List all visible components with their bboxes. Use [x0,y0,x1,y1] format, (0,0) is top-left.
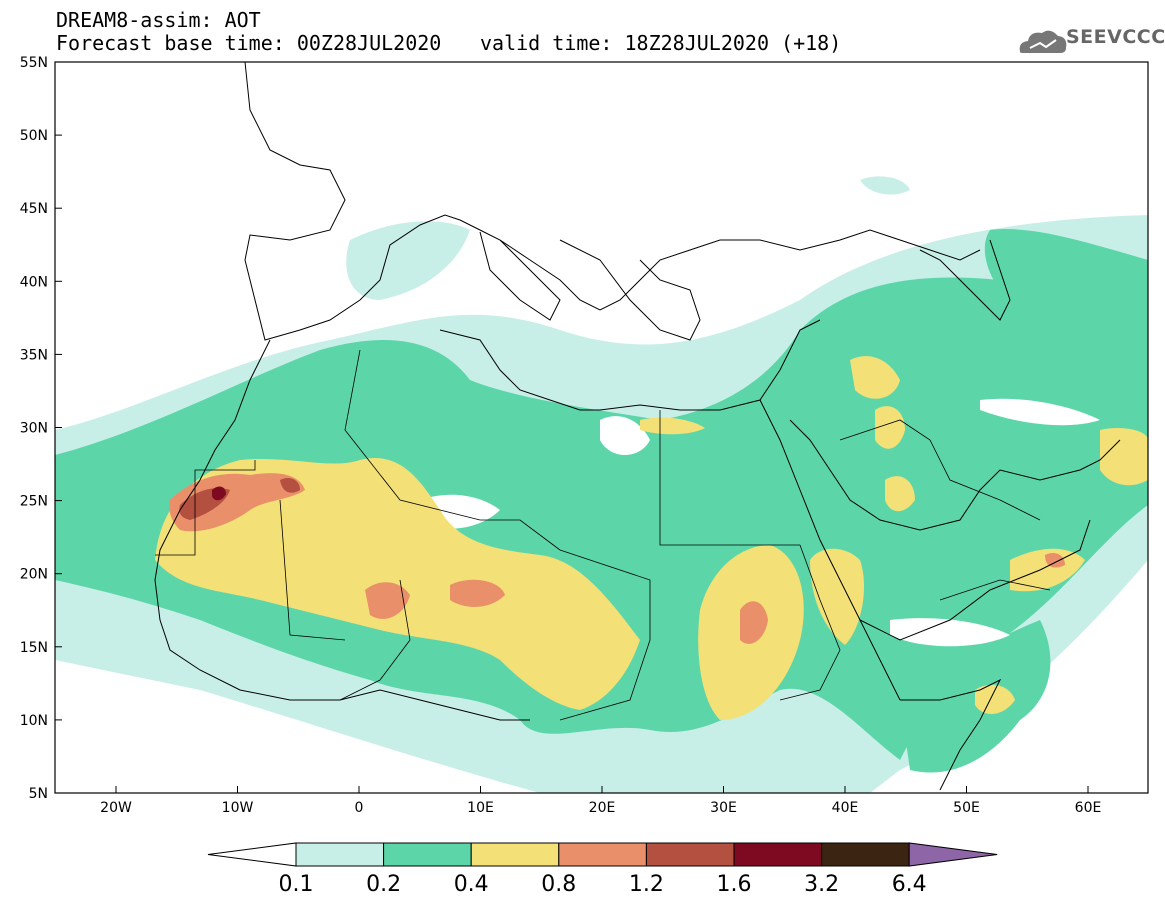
lat-label: 40N [20,274,48,290]
logo-text: SEEVCCC [1066,26,1165,48]
colorbar-bin [383,842,472,867]
lat-label: 5N [29,786,48,802]
colorbar [207,842,998,867]
lat-label: 30N [20,421,48,437]
lat-label: 15N [20,640,48,656]
lat-label: 20N [20,567,48,583]
lat-label: 35N [20,347,48,363]
lon-label: 10E [467,800,494,816]
colorbar-label: 0.8 [541,872,577,897]
colorbar-bin [821,842,910,867]
colorbar-under-arrow [207,842,297,867]
colorbar-label: 1.2 [628,872,664,897]
lon-label: 30E [710,800,737,816]
borders [155,349,1051,721]
coastlines [154,62,1121,791]
colorbar-label: 0.4 [453,872,489,897]
colorbar-over-arrow [908,842,998,867]
colorbar-label: 0.1 [278,872,314,897]
colorbar-label: 6.4 [891,872,927,897]
lon-label: 20W [100,800,132,816]
map-title: DREAM8-assim: AOT [56,8,261,32]
colorbar-bin [558,842,647,867]
latitude-ticks: 55N 50N 45N 40N 35N 30N 25N 20N 15N 10N 5N [20,55,62,802]
cloud-icon [1019,30,1067,53]
valid-time: valid time: 18Z28JUL2020 (+18) [480,31,842,55]
lat-label: 25N [20,494,48,510]
colorbar-label: 0.2 [366,872,402,897]
lon-label: 50E [953,800,980,816]
lon-label: 60E [1075,800,1102,816]
forecast-base-time: Forecast base time: 00Z28JUL2020 [56,31,442,55]
colorbar-label: 3.2 [804,872,840,897]
colorbar-bin [295,842,385,867]
lat-label: 45N [20,201,48,217]
lat-label: 50N [20,128,48,144]
colorbar-bin [470,842,560,867]
lon-label: 20E [589,800,616,816]
colorbar-bin [645,842,735,867]
longitude-ticks: 20W 10W 0 10E 20E 30E 40E 50E 60E [100,786,1101,816]
lon-label: 0 [355,800,364,816]
lon-label: 10W [222,800,254,816]
colorbar-label: 1.6 [716,872,752,897]
lat-label: 10N [20,713,48,729]
lon-label: 40E [832,800,859,816]
lat-label: 55N [20,55,48,71]
colorbar-bin [733,842,823,867]
